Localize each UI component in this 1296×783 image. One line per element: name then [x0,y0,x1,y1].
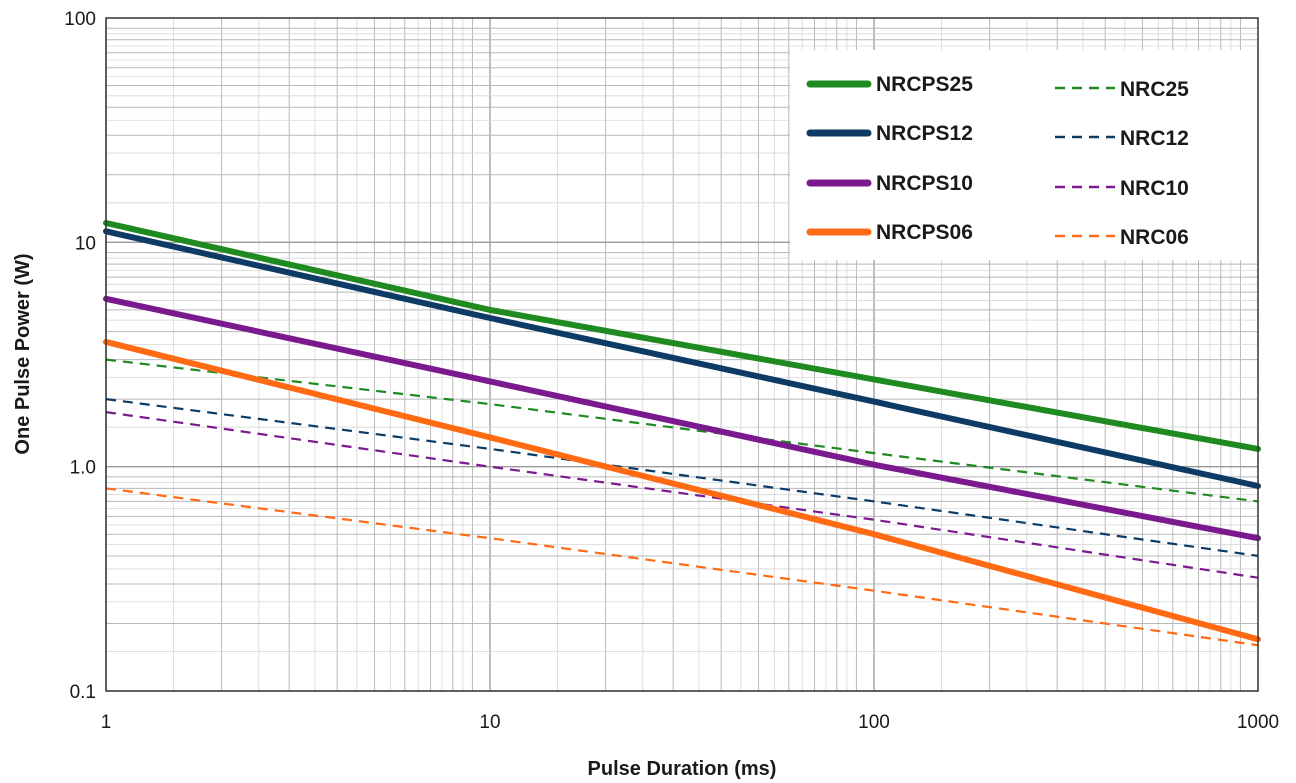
x-tick-label: 10 [479,712,500,733]
series-line-nrc06 [105,487,1259,647]
y-tick-label: 10 [75,233,96,254]
series-line-nrc10 [105,411,1259,579]
series-line-nrcps25 [103,220,1261,452]
tick-labels: 1 10 100 1000 0.1 1.0 10 100 [64,9,1279,733]
legend-label-nrcps10: NRCPS10 [876,172,973,195]
series-line-nrcps06 [103,338,1261,643]
x-tick-label: 1000 [1237,712,1279,733]
series-line-nrc12 [105,398,1259,557]
x-axis-title: Pulse Duration (ms) [588,758,777,780]
series-line-nrcps10 [103,295,1261,542]
plot-frame [105,17,1259,692]
legend-label-nrcps12: NRCPS12 [876,122,973,145]
legend-label-nrc12: NRC12 [1120,127,1189,150]
legend-label-nrc25: NRC25 [1120,78,1189,101]
legend: NRCPS25 NRCPS12 NRCPS10 NRCPS06 NRC25 NRC12 NR… [806,73,1189,249]
y-tick-label: 1.0 [70,458,96,479]
legend-label-nrc10: NRC10 [1120,177,1189,200]
series-line-nrcps12 [103,228,1261,489]
series-line-nrc25 [105,358,1259,503]
legend-label-nrc06: NRC06 [1120,226,1189,249]
legend-label-nrcps06: NRCPS06 [876,221,973,244]
x-tick-label: 1 [101,712,112,733]
y-tick-label: 0.1 [70,682,96,703]
series-layer [103,220,1261,647]
y-tick-label: 100 [64,9,96,30]
legend-label-nrcps25: NRCPS25 [876,73,973,96]
y-axis-title: One Pulse Power (W) [12,253,34,454]
x-tick-label: 100 [858,712,890,733]
